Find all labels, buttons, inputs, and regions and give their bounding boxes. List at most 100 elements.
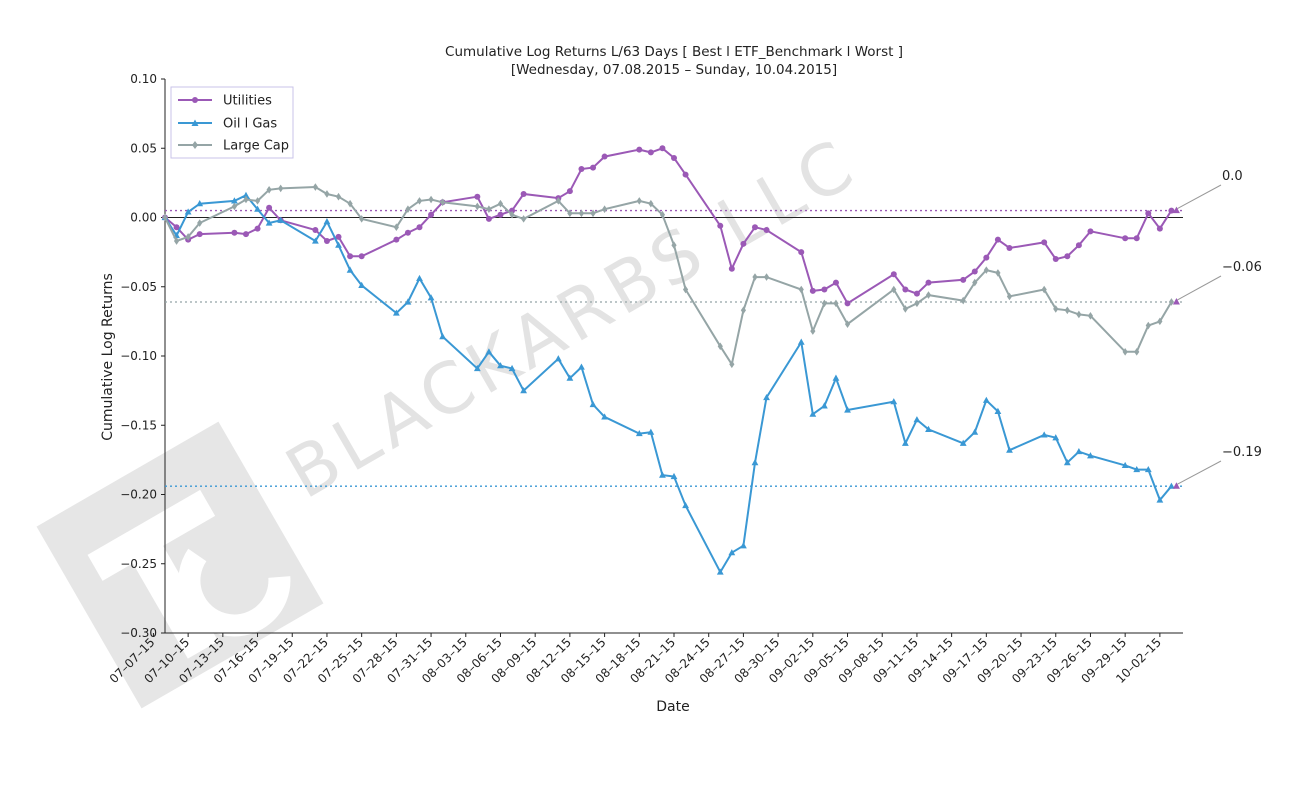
legend-entry-utilities: Utilities xyxy=(178,94,272,109)
data-point-large-cap xyxy=(197,219,203,227)
data-point-utilities xyxy=(751,224,758,231)
data-point-large-cap xyxy=(1134,348,1140,356)
data-point-utilities xyxy=(1006,244,1013,251)
data-point-oil-l-gas xyxy=(670,472,678,480)
data-point-utilities xyxy=(566,188,573,195)
data-point-oil-l-gas xyxy=(1075,447,1083,455)
data-point-large-cap xyxy=(359,215,365,223)
legend-label-large-cap: Large Cap xyxy=(223,139,289,154)
annotation-label-utilities: 0.0 xyxy=(1222,169,1243,184)
data-point-oil-l-gas xyxy=(566,374,574,381)
data-point-oil-l-gas xyxy=(890,398,898,405)
data-point-large-cap xyxy=(821,299,827,308)
watermark-logo-icon xyxy=(36,421,324,709)
data-point-oil-l-gas xyxy=(242,191,250,198)
data-point-oil-l-gas xyxy=(196,200,204,207)
data-point-oil-l-gas xyxy=(901,439,909,446)
data-point-utilities xyxy=(601,153,608,160)
data-point-large-cap xyxy=(671,241,677,249)
legend-entry-large-cap: Large Cap xyxy=(178,139,289,154)
data-point-oil-l-gas xyxy=(682,501,689,509)
y-axis-label: Cumulative Log Returns xyxy=(100,273,116,441)
data-point-large-cap xyxy=(335,192,342,201)
data-point-utilities xyxy=(983,254,990,261)
annotation-arrow-utilities xyxy=(1177,184,1222,210)
data-point-large-cap xyxy=(601,205,608,213)
data-point-utilities xyxy=(323,238,330,245)
data-point-large-cap xyxy=(752,273,758,281)
legend-label-utilities: Utilities xyxy=(223,94,272,109)
data-point-utilities xyxy=(960,276,967,283)
legend: Utilities Oil l Gas Large Cap xyxy=(170,86,294,159)
data-point-utilities xyxy=(832,279,839,286)
data-point-oil-l-gas xyxy=(751,459,759,466)
data-point-oil-l-gas xyxy=(716,568,724,575)
data-point-utilities xyxy=(347,253,354,260)
data-point-large-cap xyxy=(960,296,966,305)
data-point-utilities xyxy=(231,229,238,236)
data-point-utilities xyxy=(798,249,805,256)
data-point-utilities xyxy=(1145,210,1152,217)
data-point-large-cap xyxy=(440,198,446,207)
data-point-utilities xyxy=(763,226,770,233)
data-point-large-cap xyxy=(1145,321,1151,330)
data-point-large-cap xyxy=(659,210,666,219)
data-point-utilities xyxy=(416,224,423,231)
data-point-oil-l-gas xyxy=(346,266,354,273)
data-point-oil-l-gas xyxy=(809,410,817,417)
final-value-annotations: 0.0 −0.19 −0.06 xyxy=(1172,169,1262,489)
data-point-utilities xyxy=(497,211,504,218)
data-point-large-cap xyxy=(393,223,399,231)
data-point-oil-l-gas xyxy=(647,428,655,435)
data-point-oil-l-gas xyxy=(184,208,192,215)
data-point-large-cap xyxy=(1076,310,1082,319)
data-point-oil-l-gas xyxy=(485,348,493,355)
data-point-large-cap xyxy=(278,184,284,193)
data-point-large-cap xyxy=(497,199,504,208)
data-point-utilities xyxy=(254,225,261,232)
data-point-utilities xyxy=(474,193,481,200)
data-point-large-cap xyxy=(729,360,735,369)
data-point-oil-l-gas xyxy=(439,333,447,340)
data-point-utilities xyxy=(173,224,180,231)
data-point-large-cap xyxy=(474,202,480,211)
data-point-oil-l-gas xyxy=(473,364,481,372)
data-point-oil-l-gas xyxy=(404,298,412,305)
y-tick-label: −0.10 xyxy=(120,349,157,363)
data-point-utilities xyxy=(821,286,828,293)
data-point-utilities xyxy=(196,231,203,238)
data-point-large-cap xyxy=(266,186,272,194)
data-point-large-cap xyxy=(416,197,423,205)
y-tick-label: −0.30 xyxy=(120,626,157,640)
data-point-oil-l-gas xyxy=(578,363,585,370)
data-point-oil-l-gas xyxy=(971,428,979,435)
series-oil-l-gas xyxy=(161,191,1175,575)
series-large-cap xyxy=(162,183,1175,369)
data-point-utilities xyxy=(809,287,816,294)
data-point-large-cap xyxy=(243,195,249,204)
data-point-large-cap xyxy=(995,269,1001,277)
data-point-utilities xyxy=(913,290,920,297)
data-point-large-cap xyxy=(914,299,920,308)
data-point-utilities xyxy=(671,154,677,161)
data-point-oil-l-gas xyxy=(265,219,273,226)
data-point-large-cap xyxy=(972,278,978,287)
data-point-large-cap xyxy=(717,342,723,351)
data-point-oil-l-gas xyxy=(1121,461,1129,469)
data-point-utilities xyxy=(358,253,365,260)
data-point-utilities xyxy=(636,146,643,153)
data-point-oil-l-gas xyxy=(508,364,516,372)
watermark-text: BLACKARBS LLC xyxy=(273,122,871,515)
data-point-utilities xyxy=(1075,242,1082,249)
data-point-oil-l-gas xyxy=(427,294,435,301)
data-point-large-cap xyxy=(162,213,168,222)
data-point-large-cap xyxy=(567,209,573,218)
data-point-large-cap xyxy=(740,306,747,315)
data-point-large-cap xyxy=(810,327,816,335)
data-point-oil-l-gas xyxy=(740,542,747,549)
data-point-utilities xyxy=(902,286,909,293)
data-point-utilities xyxy=(1052,256,1059,263)
data-point-oil-l-gas xyxy=(728,549,736,556)
annotation-arrow-oil-l-gas xyxy=(1177,460,1222,485)
